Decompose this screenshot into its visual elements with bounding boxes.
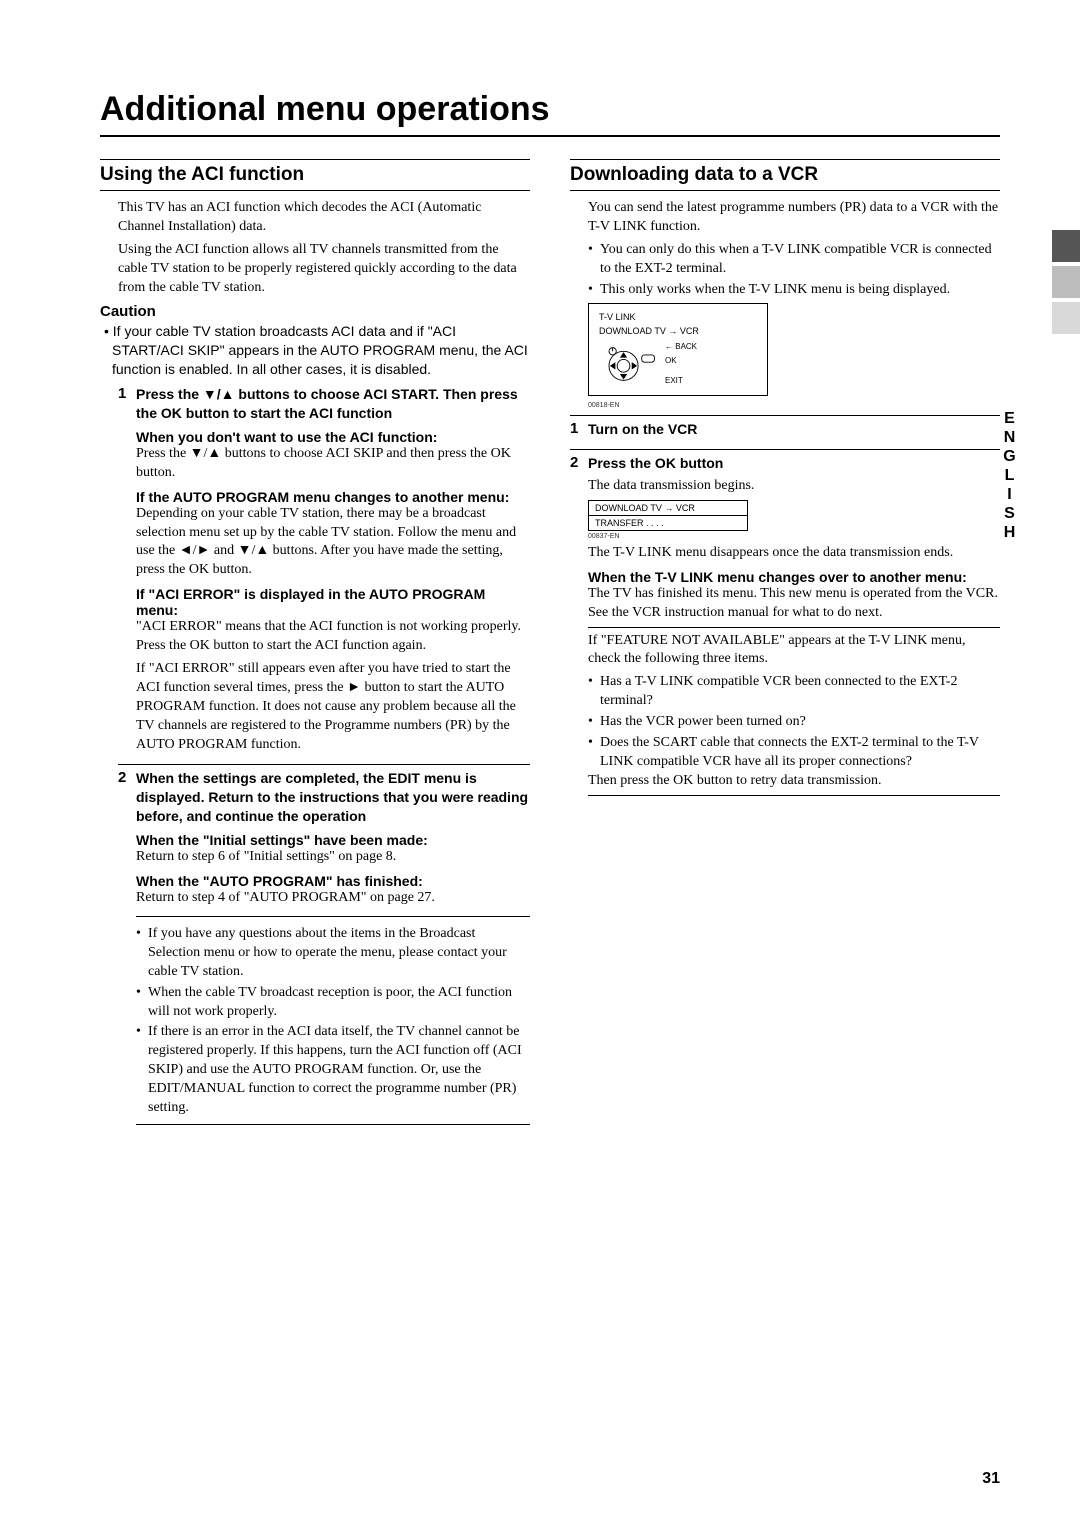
box-caption: 00818-EN xyxy=(588,402,1000,409)
step2-sub2-body: Return to step 4 of "AUTO PROGRAM" on pa… xyxy=(136,889,530,908)
step1-sub2-head: If the AUTO PROGRAM menu changes to anot… xyxy=(136,489,530,505)
ok-label: OK xyxy=(665,356,697,366)
tvlink-box: T-V LINK DOWNLOAD TV → VCR xyxy=(588,303,768,396)
small-box-row2: TRANSFER . . . . xyxy=(589,516,747,530)
tab-2 xyxy=(1052,266,1080,298)
content-columns: Using the ACI function This TV has an AC… xyxy=(100,159,1000,1129)
right-bullet-2: •This only works when the T-V LINK menu … xyxy=(588,281,1000,300)
right-step-2-num: 2 xyxy=(570,454,588,800)
tab-1 xyxy=(1052,230,1080,262)
step1-sub1-body: Press the ▼/▲ buttons to choose ACI SKIP… xyxy=(136,445,530,483)
feature-b2: •Has the VCR power been turned on? xyxy=(588,713,1000,732)
step1-sub1-head: When you don't want to use the ACI funct… xyxy=(136,429,530,445)
step-2-num: 2 xyxy=(118,769,136,1124)
right-step-1: 1 Turn on the VCR xyxy=(570,415,1000,443)
step1-sub3-body2: If "ACI ERROR" still appears even after … xyxy=(136,660,530,754)
left-section-title: Using the ACI function xyxy=(100,159,530,191)
right-step-2-body: The data transmission begins. xyxy=(588,477,1000,496)
page-number: 31 xyxy=(982,1470,1000,1488)
note-1-text: If you have any questions about the item… xyxy=(148,925,530,982)
right-column: Downloading data to a VCR You can send t… xyxy=(570,159,1000,1129)
note-1: •If you have any questions about the ite… xyxy=(136,925,530,982)
feature-b1-text: Has a T-V LINK compatible VCR been conne… xyxy=(600,673,1000,711)
right-bullet-1-text: You can only do this when a T-V LINK com… xyxy=(600,241,1000,279)
feature-intro: If "FEATURE NOT AVAILABLE" appears at th… xyxy=(588,632,1000,670)
note-2: •When the cable TV broadcast reception i… xyxy=(136,984,530,1022)
small-box-row1: DOWNLOAD TV → VCR xyxy=(589,501,747,515)
step2-sub2-head: When the "AUTO PROGRAM" has finished: xyxy=(136,873,530,889)
feature-b3: •Does the SCART cable that connects the … xyxy=(588,734,1000,772)
step-1-head: Press the ▼/▲ buttons to choose ACI STAR… xyxy=(136,385,530,423)
right-step-1-head: Turn on the VCR xyxy=(588,420,1000,439)
feature-final: Then press the OK button to retry data t… xyxy=(588,772,1000,791)
feature-b1: •Has a T-V LINK compatible VCR been conn… xyxy=(588,673,1000,711)
step2-sub1-body: Return to step 6 of "Initial settings" o… xyxy=(136,848,530,867)
right-step2-subbody: The TV has finished its menu. This new m… xyxy=(588,585,1000,623)
right-intro: You can send the latest programme number… xyxy=(588,199,1000,237)
note-2-text: When the cable TV broadcast reception is… xyxy=(148,984,530,1022)
right-step-1-num: 1 xyxy=(570,420,588,443)
small-box: DOWNLOAD TV → VCR TRANSFER . . . . xyxy=(588,500,748,531)
right-step-2-head: Press the OK button xyxy=(588,454,1000,473)
step-2-head: When the settings are completed, the EDI… xyxy=(136,769,530,826)
notes-box: •If you have any questions about the ite… xyxy=(136,916,530,1125)
small-box-caption: 00837-EN xyxy=(588,533,1000,540)
intro-text-1: This TV has an ACI function which decode… xyxy=(118,199,530,237)
tab-3 xyxy=(1052,302,1080,334)
exit-label: EXIT xyxy=(665,376,697,386)
right-step2-after: The T-V LINK menu disappears once the da… xyxy=(588,544,1000,563)
remote-icon xyxy=(599,344,659,384)
right-section-title: Downloading data to a VCR xyxy=(570,159,1000,191)
left-column: Using the ACI function This TV has an AC… xyxy=(100,159,530,1129)
note-3-text: If there is an error in the ACI data its… xyxy=(148,1023,530,1117)
right-bullet-1: •You can only do this when a T-V LINK co… xyxy=(588,241,1000,279)
right-bullet-2-text: This only works when the T-V LINK menu i… xyxy=(600,281,1000,300)
step-1: 1 Press the ▼/▲ buttons to choose ACI ST… xyxy=(100,385,530,758)
step1-sub3-body1: "ACI ERROR" means that the ACI function … xyxy=(136,618,530,656)
step1-sub2-body: Depending on your cable TV station, ther… xyxy=(136,505,530,581)
tvlink-title: T-V LINK xyxy=(599,312,757,322)
step1-sub3-head: If "ACI ERROR" is displayed in the AUTO … xyxy=(136,586,530,618)
main-title: Additional menu operations xyxy=(100,90,1000,137)
caution-body: • If your cable TV station broadcasts AC… xyxy=(100,322,530,379)
intro-text-2: Using the ACI function allows all TV cha… xyxy=(118,241,530,298)
step2-sub1-head: When the "Initial settings" have been ma… xyxy=(136,832,530,848)
tvlink-row: DOWNLOAD TV → VCR xyxy=(599,326,757,336)
step-1-num: 1 xyxy=(118,385,136,758)
feature-b2-text: Has the VCR power been turned on? xyxy=(600,713,1000,732)
caution-body-text: If your cable TV station broadcasts ACI … xyxy=(112,323,528,377)
vertical-english-label: ENGLISH xyxy=(1000,410,1018,543)
side-tabs xyxy=(1052,230,1080,334)
step-2: 2 When the settings are completed, the E… xyxy=(118,764,530,1124)
right-step2-subhead: When the T-V LINK menu changes over to a… xyxy=(588,569,1000,585)
feature-b3-text: Does the SCART cable that connects the E… xyxy=(600,734,1000,772)
note-3: •If there is an error in the ACI data it… xyxy=(136,1023,530,1117)
caution-heading: Caution xyxy=(100,303,530,320)
right-step-2: 2 Press the OK button The data transmiss… xyxy=(570,449,1000,800)
back-label: ← BACK xyxy=(665,342,697,352)
